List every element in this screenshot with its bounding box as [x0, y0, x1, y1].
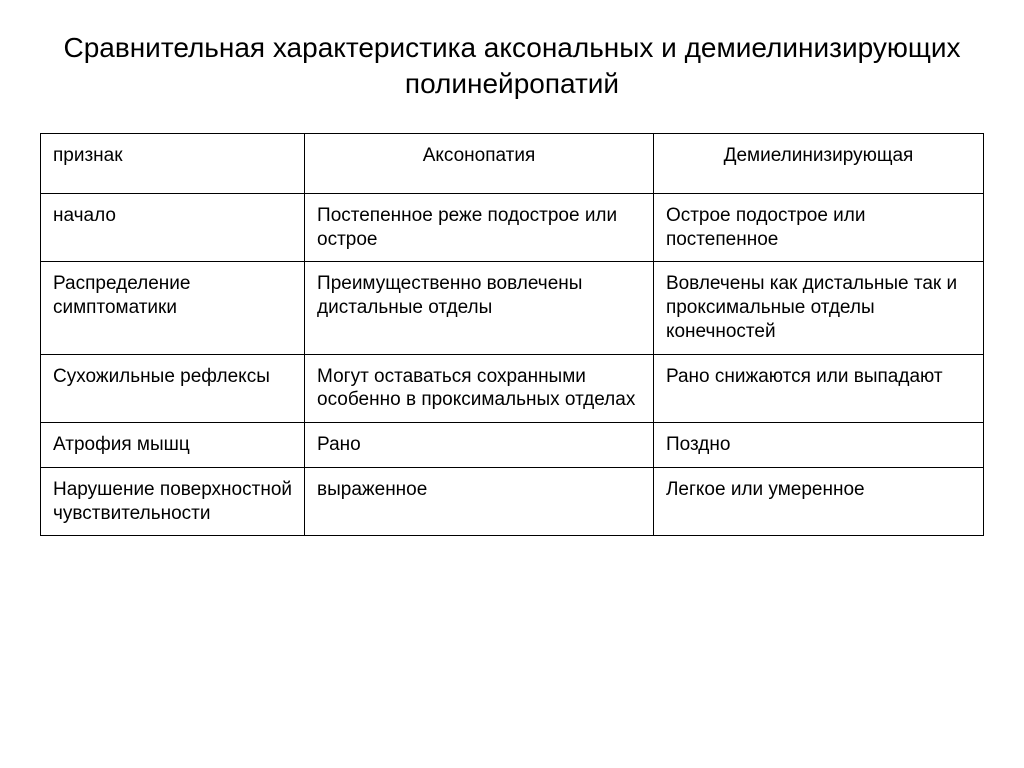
- table-row: Нарушение поверхностной чувствительности…: [41, 467, 984, 536]
- header-axonopathy: Аксонопатия: [305, 133, 654, 193]
- cell-sign: Сухожильные рефлексы: [41, 354, 305, 423]
- cell-demyelinating: Поздно: [653, 423, 983, 468]
- header-demyelinating: Демиелинизирующая: [653, 133, 983, 193]
- table-row: начало Постепенное реже подострое или ос…: [41, 193, 984, 262]
- table-row: Сухожильные рефлексы Могут оставаться со…: [41, 354, 984, 423]
- table-row: Распределение симптоматики Преимуществен…: [41, 262, 984, 354]
- cell-demyelinating: Вовлечены как дистальные так и проксимал…: [653, 262, 983, 354]
- table-row: Атрофия мышц Рано Поздно: [41, 423, 984, 468]
- cell-axonopathy: выраженное: [305, 467, 654, 536]
- cell-demyelinating: Рано снижаются или выпадают: [653, 354, 983, 423]
- comparison-table: признак Аксонопатия Демиелинизирующая на…: [40, 133, 984, 537]
- cell-demyelinating: Острое подострое или постепенное: [653, 193, 983, 262]
- cell-axonopathy: Могут оставаться сохранными особенно в п…: [305, 354, 654, 423]
- cell-axonopathy: Преимущественно вовлечены дистальные отд…: [305, 262, 654, 354]
- cell-sign: начало: [41, 193, 305, 262]
- table-header-row: признак Аксонопатия Демиелинизирующая: [41, 133, 984, 193]
- cell-sign: Нарушение поверхностной чувствительности: [41, 467, 305, 536]
- header-sign: признак: [41, 133, 305, 193]
- cell-demyelinating: Легкое или умеренное: [653, 467, 983, 536]
- page-title: Сравнительная характеристика аксональных…: [40, 30, 984, 103]
- cell-sign: Распределение симптоматики: [41, 262, 305, 354]
- cell-axonopathy: Постепенное реже подострое или острое: [305, 193, 654, 262]
- cell-sign: Атрофия мышц: [41, 423, 305, 468]
- cell-axonopathy: Рано: [305, 423, 654, 468]
